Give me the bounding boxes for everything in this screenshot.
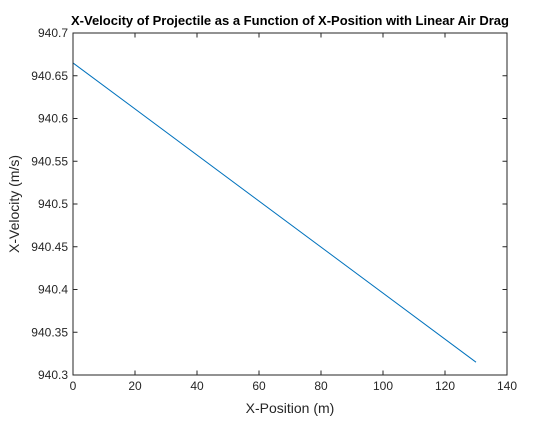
y-axis-label: X-Velocity (m/s)	[6, 155, 22, 253]
y-tick-label: 940.35	[31, 325, 68, 339]
y-tick-label: 940.4	[38, 283, 68, 297]
y-tick-label: 940.5	[38, 197, 68, 211]
series-line-0	[72, 62, 477, 363]
x-tick-label: 40	[190, 379, 204, 393]
x-tick-label: 120	[435, 379, 455, 393]
y-tick-label: 940.6	[38, 112, 68, 126]
x-tick-label: 60	[252, 379, 266, 393]
x-tick-label: 0	[70, 379, 77, 393]
y-tick-label: 940.3	[38, 368, 68, 382]
y-tick-label: 940.7	[38, 26, 68, 40]
x-tick-label: 100	[373, 379, 393, 393]
plot-area	[73, 33, 507, 375]
x-tick-label: 80	[314, 379, 328, 393]
y-tick-label: 940.65	[31, 69, 68, 83]
x-axis-ticks: 0 20 40 60 80 100 120 140	[70, 33, 517, 393]
y-axis-ticks: 940.3 940.35 940.4 940.45 940.5 940.55 940.6 94…	[31, 26, 507, 382]
series-layer	[72, 62, 477, 363]
x-tick-label: 20	[128, 379, 142, 393]
x-tick-label: 140	[497, 379, 517, 393]
x-axis-label: X-Position (m)	[246, 400, 335, 416]
chart-title: X-Velocity of Projectile as a Function o…	[71, 13, 509, 28]
y-tick-label: 940.45	[31, 240, 68, 254]
y-tick-label: 940.55	[31, 154, 68, 168]
